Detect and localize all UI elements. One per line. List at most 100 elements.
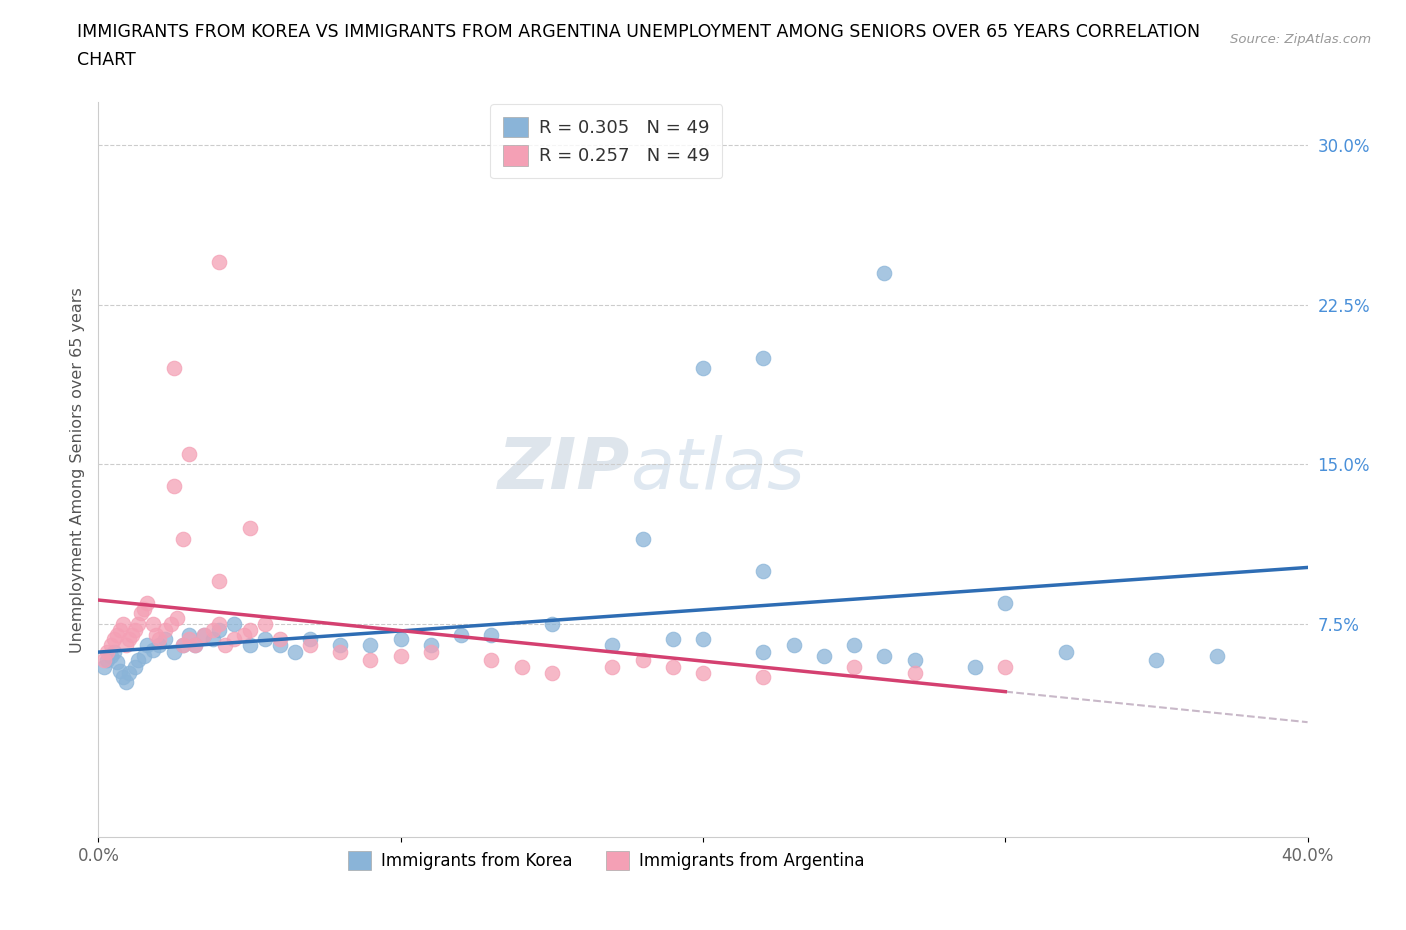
Point — [105, 655, 128, 670]
Point — [389, 648, 412, 663]
Point — [129, 606, 152, 621]
Point — [193, 627, 215, 642]
Point — [179, 446, 201, 461]
Point — [163, 644, 186, 659]
Point — [163, 361, 186, 376]
Point — [994, 595, 1017, 610]
Point — [132, 602, 155, 617]
Point — [124, 623, 146, 638]
Point — [224, 617, 246, 631]
Point — [93, 659, 115, 674]
Point — [752, 351, 775, 365]
Point — [193, 627, 215, 642]
Point — [148, 631, 170, 646]
Text: Source: ZipAtlas.com: Source: ZipAtlas.com — [1230, 33, 1371, 46]
Point — [752, 644, 775, 659]
Point — [329, 638, 352, 653]
Point — [873, 265, 896, 280]
Point — [121, 627, 143, 642]
Point — [389, 631, 412, 646]
Point — [450, 627, 472, 642]
Point — [103, 631, 125, 646]
Point — [184, 638, 207, 653]
Point — [873, 648, 896, 663]
Point — [284, 644, 307, 659]
Point — [844, 659, 866, 674]
Point — [172, 638, 194, 653]
Point — [1054, 644, 1077, 659]
Point — [163, 478, 186, 493]
Point — [153, 623, 176, 638]
Point — [172, 531, 194, 546]
Text: IMMIGRANTS FROM KOREA VS IMMIGRANTS FROM ARGENTINA UNEMPLOYMENT AMONG SENIORS OV: IMMIGRANTS FROM KOREA VS IMMIGRANTS FROM… — [77, 23, 1201, 41]
Point — [965, 659, 987, 674]
Point — [1144, 653, 1167, 668]
Point — [184, 638, 207, 653]
Point — [118, 666, 141, 681]
Point — [510, 659, 533, 674]
Point — [692, 361, 714, 376]
Text: ZIP: ZIP — [498, 435, 630, 504]
Point — [202, 623, 225, 638]
Point — [752, 670, 775, 684]
Point — [904, 653, 927, 668]
Point — [111, 617, 134, 631]
Point — [135, 638, 157, 653]
Point — [214, 638, 236, 653]
Point — [329, 644, 352, 659]
Point — [108, 663, 131, 678]
Point — [631, 531, 654, 546]
Point — [166, 610, 188, 625]
Point — [692, 666, 714, 681]
Text: CHART: CHART — [77, 51, 136, 69]
Point — [96, 653, 118, 668]
Point — [752, 564, 775, 578]
Point — [360, 638, 382, 653]
Point — [202, 631, 225, 646]
Point — [299, 638, 322, 653]
Point — [114, 674, 136, 689]
Point — [481, 627, 503, 642]
Point — [232, 627, 254, 642]
Point — [118, 631, 141, 646]
Text: atlas: atlas — [630, 435, 806, 504]
Point — [148, 638, 170, 653]
Point — [1206, 648, 1229, 663]
Point — [994, 659, 1017, 674]
Point — [127, 617, 149, 631]
Point — [114, 638, 136, 653]
Point — [208, 574, 231, 589]
Point — [269, 631, 291, 646]
Legend: Immigrants from Korea, Immigrants from Argentina: Immigrants from Korea, Immigrants from A… — [342, 844, 872, 876]
Point — [132, 648, 155, 663]
Point — [904, 666, 927, 681]
Point — [111, 670, 134, 684]
Point — [103, 644, 125, 659]
Point — [631, 653, 654, 668]
Point — [208, 617, 231, 631]
Point — [783, 638, 806, 653]
Point — [540, 666, 562, 681]
Point — [661, 631, 683, 646]
Point — [540, 617, 562, 631]
Point — [105, 627, 128, 642]
Point — [239, 623, 262, 638]
Point — [692, 631, 714, 646]
Point — [239, 521, 262, 536]
Point — [813, 648, 835, 663]
Point — [269, 638, 291, 653]
Point — [100, 648, 122, 663]
Point — [481, 653, 503, 668]
Point — [179, 627, 201, 642]
Point — [108, 623, 131, 638]
Y-axis label: Unemployment Among Seniors over 65 years: Unemployment Among Seniors over 65 years — [69, 286, 84, 653]
Point — [253, 631, 276, 646]
Point — [135, 595, 157, 610]
Point — [127, 653, 149, 668]
Point — [172, 638, 194, 653]
Point — [299, 631, 322, 646]
Point — [93, 653, 115, 668]
Point — [253, 617, 276, 631]
Point — [124, 659, 146, 674]
Point — [844, 638, 866, 653]
